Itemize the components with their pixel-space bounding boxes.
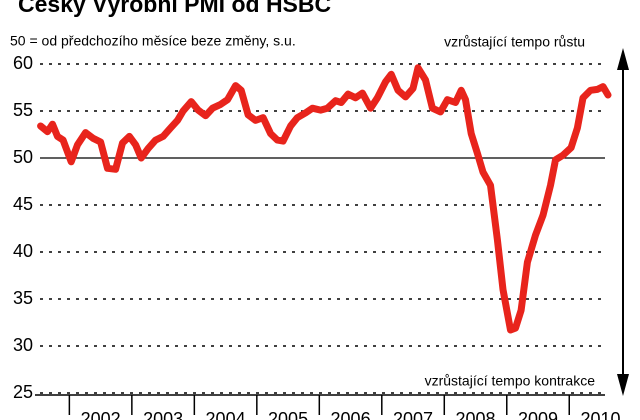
x-tick-label: 2008 bbox=[456, 409, 496, 420]
chart-subtitle: 50 = od předchozího měsíce beze změny, s… bbox=[10, 33, 296, 49]
data-line bbox=[37, 64, 612, 334]
x-tick-label: 2002 bbox=[81, 409, 121, 420]
y-tick-label: 40 bbox=[13, 241, 33, 261]
arrow bbox=[617, 48, 629, 396]
y-tick-label: 30 bbox=[13, 335, 33, 355]
y-tick-label: 50 bbox=[13, 147, 33, 167]
y-tick-label: 45 bbox=[13, 194, 33, 214]
chart-title: Český Výrobní PMI od HSBC bbox=[18, 0, 331, 17]
x-tick-label: 2010 bbox=[580, 409, 620, 420]
x-tick-label: 2005 bbox=[268, 409, 308, 420]
y-tick-label: 35 bbox=[13, 288, 33, 308]
y-tick-label: 60 bbox=[13, 53, 33, 73]
x-tick-label: 2009 bbox=[518, 409, 558, 420]
annotation: vzrůstající tempo růstu bbox=[444, 34, 585, 50]
x-tick-label: 2003 bbox=[143, 409, 183, 420]
x-tick-label: 2007 bbox=[393, 409, 433, 420]
x-tick-label: 2006 bbox=[331, 409, 371, 420]
annotation: vzrůstající tempo kontrakce bbox=[425, 373, 596, 389]
x-tick-label: 2004 bbox=[206, 409, 246, 420]
y-tick-label: 25 bbox=[13, 382, 33, 402]
y-tick-label: 55 bbox=[13, 100, 33, 120]
